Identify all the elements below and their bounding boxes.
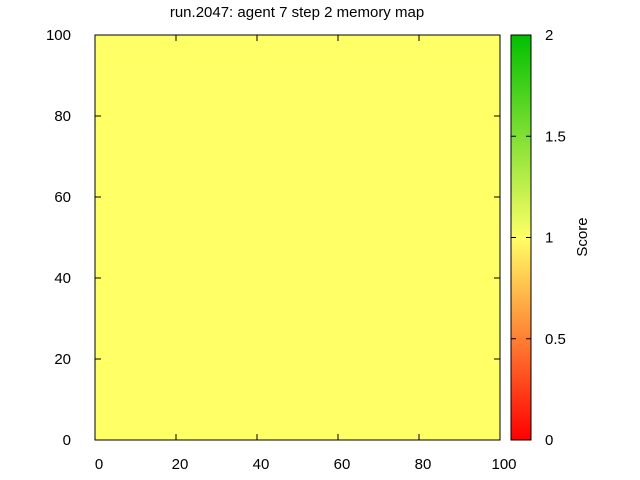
y-tick-label: 40 <box>54 270 71 287</box>
colorbar-tick-label: 0 <box>545 432 553 449</box>
chart-title: run.2047: agent 7 step 2 memory map <box>170 4 424 21</box>
colorbar-tick-label: 0.5 <box>545 331 566 348</box>
x-tick-label: 60 <box>334 456 351 473</box>
y-tick-label: 80 <box>54 108 71 125</box>
colorbar-tick-label: 1.5 <box>545 128 566 145</box>
colorbar-label: Score <box>574 217 591 256</box>
colorbar-tick-label: 1 <box>545 230 553 247</box>
x-tick-label: 80 <box>415 456 432 473</box>
y-tick-label: 100 <box>46 27 71 44</box>
x-tick-label: 20 <box>172 456 189 473</box>
x-tick-label: 0 <box>95 456 103 473</box>
plot-frame <box>94 34 501 441</box>
x-axis: 0 20 40 60 80 100 <box>94 35 517 473</box>
colorbar-axis: 0 0.5 1 1.5 2 <box>511 27 566 449</box>
y-tick-label: 0 <box>63 432 71 449</box>
colorbar-tick-label: 2 <box>545 27 553 44</box>
y-axis: 0 20 40 60 80 100 <box>46 27 500 449</box>
x-tick-label: 100 <box>491 456 516 473</box>
y-tick-label: 20 <box>54 351 71 368</box>
y-tick-label: 60 <box>54 189 71 206</box>
x-tick-label: 40 <box>253 456 270 473</box>
heatmap-cell <box>95 35 500 440</box>
